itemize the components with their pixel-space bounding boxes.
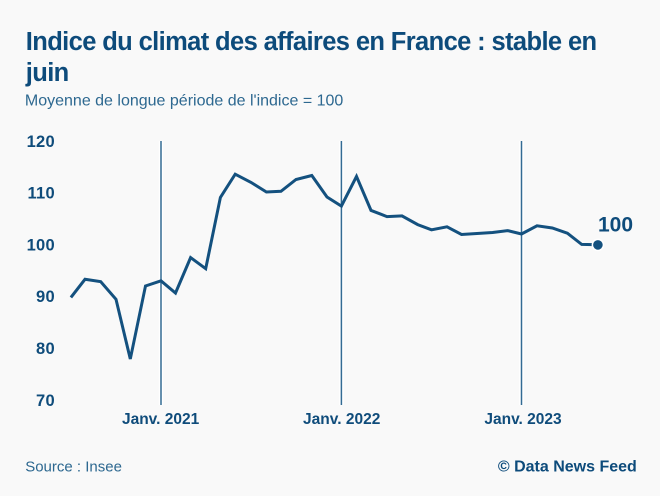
svg-text:Janv. 2021: Janv. 2021 <box>122 411 200 428</box>
svg-text:70: 70 <box>36 392 55 410</box>
svg-text:80: 80 <box>36 340 55 358</box>
svg-text:Janv. 2022: Janv. 2022 <box>303 411 380 428</box>
svg-text:Source : Insee: Source : Insee <box>25 459 122 476</box>
svg-text:Indice du climat des affaires: Indice du climat des affaires en France … <box>26 28 597 56</box>
svg-text:Moyenne de longue période de l: Moyenne de longue période de l'indice = … <box>25 93 344 110</box>
svg-text:110: 110 <box>27 185 55 203</box>
svg-text:90: 90 <box>36 288 55 306</box>
svg-text:juin: juin <box>25 59 69 87</box>
svg-text:© Data News Feed: © Data News Feed <box>498 459 637 476</box>
svg-text:100: 100 <box>27 236 55 254</box>
svg-text:100: 100 <box>598 214 633 237</box>
svg-text:120: 120 <box>27 133 55 151</box>
svg-text:Janv. 2023: Janv. 2023 <box>484 411 562 428</box>
